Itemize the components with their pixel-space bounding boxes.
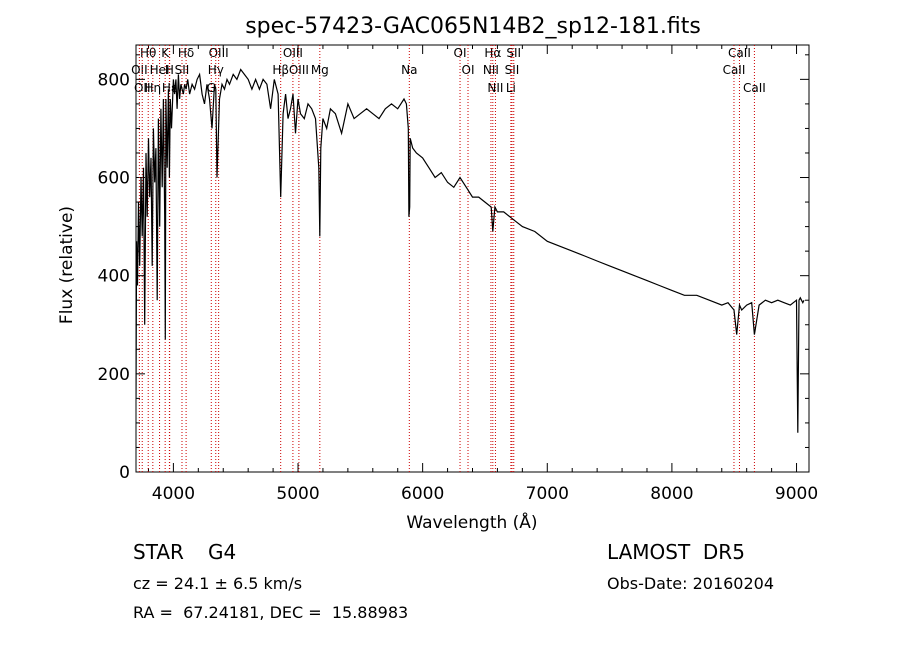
spectral-line-label: CaII xyxy=(723,63,746,77)
spectral-line-label: G xyxy=(207,81,216,95)
plot-frame xyxy=(135,44,810,473)
spectral-line-label: Hγ xyxy=(208,63,224,77)
spectrum-line xyxy=(136,68,805,433)
chart-title: spec-57423-GAC065N14B2_sp12-181.fits xyxy=(245,14,701,39)
spectral-line-label: OII xyxy=(134,81,151,95)
spectral-line-label: Hδ xyxy=(178,46,194,60)
spectral-line-label: Hθ xyxy=(140,46,156,60)
spectral-line-label: SII xyxy=(506,46,521,60)
spectral-line-label: Mg xyxy=(311,63,329,77)
y-tick-label: 800 xyxy=(98,70,130,90)
plot-area: 4000 5000 6000 7000 8000 9000 0 200 400 600 800 Hθ O… xyxy=(98,44,818,504)
coordinates-label: RA = 67.24181, DEC = 15.88983 xyxy=(133,603,409,622)
spectral-line-label: OI xyxy=(454,46,467,60)
x-axis-label: Wavelength (Å) xyxy=(406,511,537,533)
spectral-line-label: HeI xyxy=(150,63,170,77)
spectral-line-label: OIII xyxy=(209,46,229,60)
spectral-line-label: SII xyxy=(175,63,190,77)
y-tick-label: 400 xyxy=(98,267,130,287)
object-class-label: STAR xyxy=(133,540,184,564)
spectral-line-label: Na xyxy=(401,63,417,77)
survey-label: LAMOST DR5 xyxy=(607,540,745,564)
spectral-line-label: OIII xyxy=(283,46,303,60)
spectral-line-label: OII xyxy=(131,63,148,77)
x-tick-label: 4000 xyxy=(152,484,195,504)
x-tick-label: 9000 xyxy=(775,484,818,504)
y-tick-label: 200 xyxy=(98,365,130,385)
spectral-line-label: Li xyxy=(506,81,516,95)
y-tick-label: 0 xyxy=(119,463,130,483)
x-tick-label: 8000 xyxy=(650,484,693,504)
spectral-line-label: OI xyxy=(462,63,475,77)
spectral-line-label: NII xyxy=(487,81,503,95)
spectral-line-label: K xyxy=(161,46,170,60)
spectral-line-label: OIII xyxy=(289,63,309,77)
spectral-line-label: NII xyxy=(483,63,499,77)
spectral-line-label: CaII xyxy=(728,46,751,60)
object-subclass-label: G4 xyxy=(208,540,237,564)
y-axis-label: Flux (relative) xyxy=(57,206,77,324)
x-tick-label: 6000 xyxy=(401,484,444,504)
spectral-line-label: SII xyxy=(505,63,520,77)
y-tick-label: 600 xyxy=(98,169,130,189)
redshift-label: cz = 24.1 ± 6.5 km/s xyxy=(133,574,303,593)
spectral-line-label: CaII xyxy=(743,81,766,95)
obs-date-label: Obs-Date: 20160204 xyxy=(607,574,775,593)
x-tick-label: 5000 xyxy=(276,484,319,504)
spectral-line-label: Hβ xyxy=(272,63,289,77)
spectral-line-label: Hα xyxy=(484,46,501,60)
x-tick-label: 7000 xyxy=(526,484,569,504)
spectral-line-label: Hη xyxy=(145,81,162,95)
